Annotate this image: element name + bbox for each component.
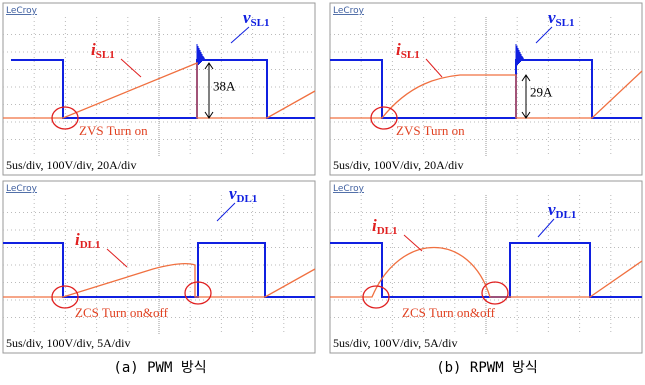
- caption: (a) PWM 방식: [113, 360, 206, 376]
- peak-label: 29A: [530, 85, 553, 100]
- subscript: SL1: [401, 49, 420, 61]
- subscript: SL1: [556, 17, 575, 29]
- annotation: ZCS Turn on&off: [75, 305, 169, 320]
- scale-label: 5us/div, 100V/div, 20A/div: [333, 158, 463, 172]
- subscript: SL1: [96, 49, 115, 61]
- peak-label: 38A: [213, 79, 236, 94]
- brand: LeCroy: [333, 184, 365, 194]
- brand: LeCroy: [6, 6, 38, 16]
- annotation: ZVS Turn on: [79, 123, 148, 138]
- subscript: DL1: [377, 225, 398, 237]
- annotation: ZVS Turn on: [396, 123, 465, 138]
- subscript: DL1: [80, 239, 101, 251]
- subscript: SL1: [251, 17, 270, 29]
- subscript: DL1: [237, 193, 258, 205]
- brand: LeCroy: [6, 184, 38, 194]
- annotation: ZCS Turn on&off: [402, 305, 496, 320]
- scale-label: 5us/div, 100V/div, 5A/div: [6, 336, 130, 350]
- scale-label: 5us/div, 100V/div, 5A/div: [333, 336, 457, 350]
- figure: (a) PWM 방식 (b) RPWM 방식 LeCroy38AiSL1vSL1…: [0, 0, 645, 385]
- scale-label: 5us/div, 100V/div, 20A/div: [6, 158, 136, 172]
- page: (a) PWM 방식 (b) RPWM 방식 LeCroy38AiSL1vSL1…: [0, 0, 645, 385]
- subscript: DL1: [556, 209, 577, 221]
- caption: (b) RPWM 방식: [436, 360, 538, 376]
- brand: LeCroy: [333, 6, 365, 16]
